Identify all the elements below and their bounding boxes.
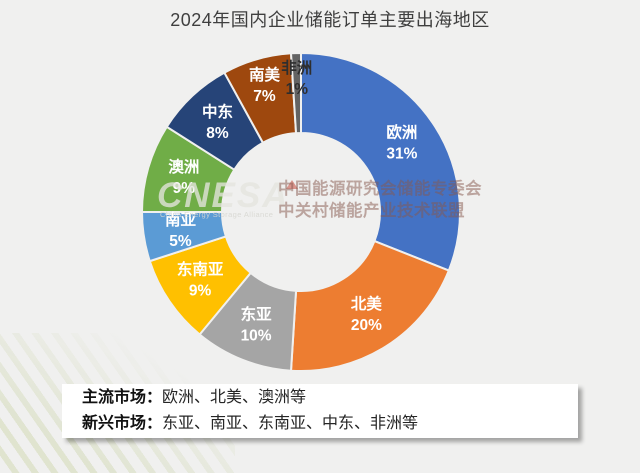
pie-slice-label: 8% (206, 125, 229, 142)
pie-slice-label: 欧洲 (386, 122, 417, 141)
pie-slice-label: 中东 (202, 102, 233, 121)
pie-slice-label: 1% (286, 81, 309, 98)
pie-slice-label: 东南亚 (177, 260, 224, 279)
mainstream-market-label: 主流市场： (82, 389, 163, 406)
pie-slice-label: 东亚 (241, 304, 273, 323)
mainstream-market-value: 欧洲、北美、澳洲等 (162, 389, 307, 406)
pie-slice-label: 南美 (249, 65, 281, 84)
emerging-market-label: 新兴市场： (82, 415, 163, 432)
pie-slice-label: 9% (173, 180, 196, 197)
pie-slice-label: 20% (351, 317, 382, 334)
emerging-market-line: 新兴市场：东亚、南亚、东南亚、中东、非洲等 (82, 411, 578, 437)
pie-slice-label: 南亚 (165, 210, 197, 229)
pie-slice-欧洲 (300, 51, 461, 272)
pie-slice-label: 10% (241, 327, 272, 344)
pie-slice-label: 澳洲 (168, 157, 199, 176)
pie-slice-label: 7% (253, 88, 276, 105)
market-note-box: 主流市场：欧洲、北美、澳洲等 新兴市场：东亚、南亚、东南亚、中东、非洲等 (62, 384, 578, 438)
pie-slice-label: 5% (169, 233, 192, 250)
pie-slice-label: 31% (386, 145, 417, 162)
mainstream-market-line: 主流市场：欧洲、北美、澳洲等 (82, 385, 578, 411)
chart-title: 2024年国内企业储能订单主要出海地区 (170, 10, 490, 30)
pie-slice-label: 9% (189, 283, 212, 300)
pie-slice-label: 非洲 (281, 58, 312, 77)
pie-slice-北美 (289, 239, 451, 373)
pie-slice-label: 北美 (351, 294, 383, 313)
pie-slice-非洲 (289, 51, 302, 135)
emerging-market-value: 东亚、南亚、东南亚、中东、非洲等 (162, 415, 419, 432)
